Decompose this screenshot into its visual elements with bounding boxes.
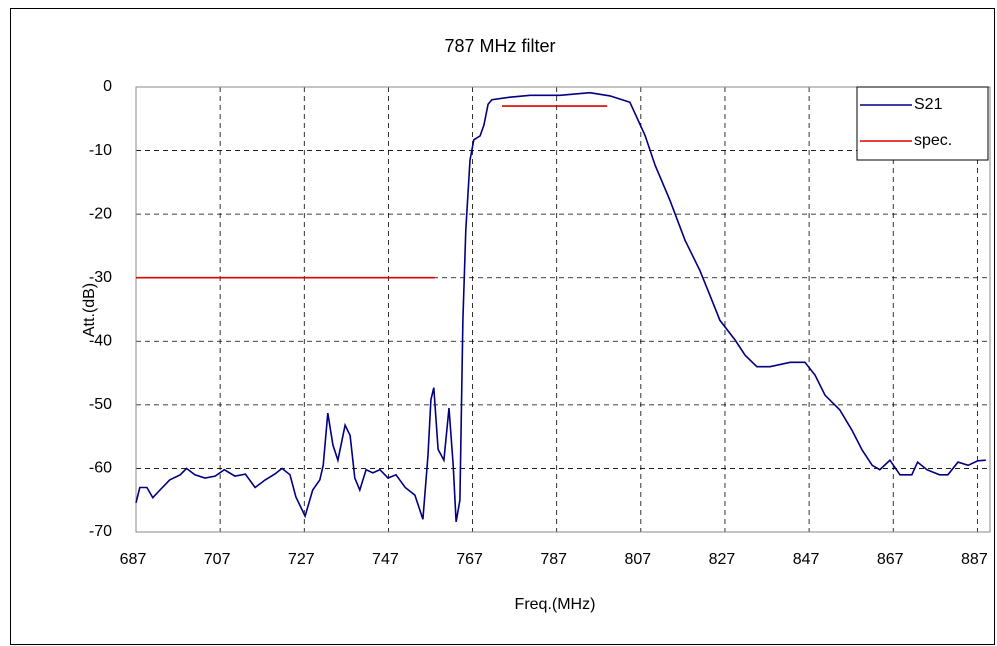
x-tick-label: 727	[288, 551, 315, 568]
legend-box	[856, 86, 989, 161]
x-tick-label: 747	[372, 551, 399, 568]
x-tick-label: 847	[793, 551, 820, 568]
plot-border	[135, 86, 991, 533]
x-tick-label: 787	[540, 551, 567, 568]
y-tick-label: 0	[103, 78, 112, 95]
y-tick-label: -40	[89, 333, 112, 350]
legend-label: S21	[914, 96, 943, 113]
x-tick-label: 687	[120, 551, 147, 568]
y-tick-label: -30	[89, 269, 112, 286]
x-tick-label: 867	[877, 551, 904, 568]
y-axis-label: Att.(dB)	[81, 283, 98, 337]
legend-label: spec.	[914, 132, 952, 149]
x-tick-label: 707	[204, 551, 231, 568]
y-tick-label: -60	[89, 460, 112, 477]
y-tick-label: -70	[89, 523, 112, 540]
y-tick-label: -10	[89, 142, 112, 159]
y-tick-label: -50	[89, 396, 112, 413]
chart-title: 787 MHz filter	[444, 36, 555, 56]
x-tick-label: 807	[624, 551, 651, 568]
x-tick-label: 767	[456, 551, 483, 568]
plot-area	[136, 87, 990, 532]
series-line	[136, 105, 608, 279]
series-line	[135, 91, 986, 522]
x-tick-label: 827	[709, 551, 736, 568]
x-tick-label: 887	[961, 551, 988, 568]
x-axis-label: Freq.(MHz)	[515, 596, 596, 613]
y-tick-label: -20	[89, 205, 112, 222]
